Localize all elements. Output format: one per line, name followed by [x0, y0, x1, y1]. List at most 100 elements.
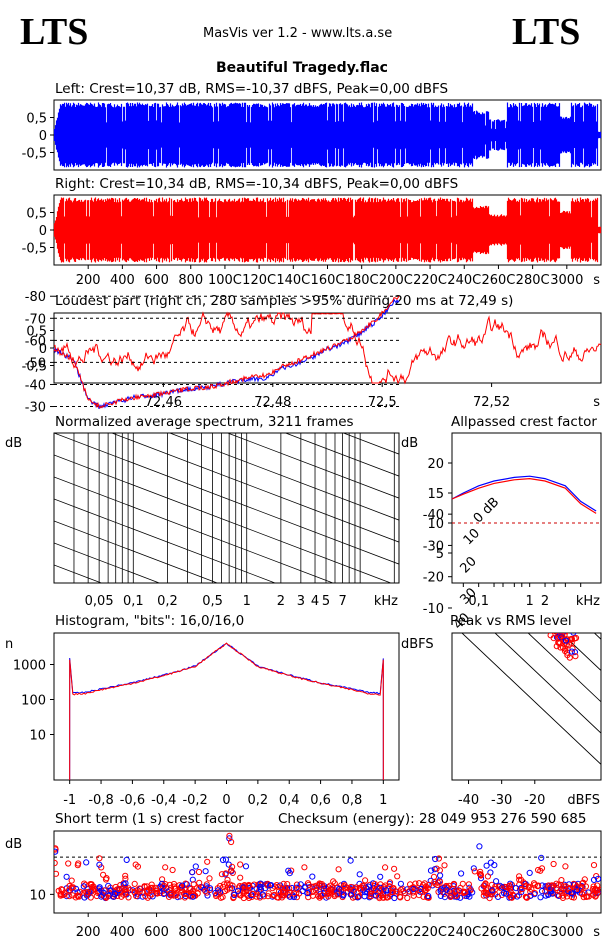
- peak-rms-point-right: [535, 594, 540, 599]
- short-term-point-right: [525, 883, 532, 890]
- short-term-point-left: [595, 875, 601, 882]
- loudest-xtick-label: 72,52: [473, 395, 510, 410]
- peak-rms-point-left: [544, 617, 549, 622]
- peak-rms-point-right: [493, 566, 498, 571]
- short-term-point-left: [219, 856, 227, 864]
- short-term-point-right: [260, 893, 267, 900]
- peak-rms-point-right: [484, 580, 489, 585]
- peak-rms-point-left: [495, 589, 500, 594]
- peak-rms-point-right: [532, 609, 537, 614]
- peak-rms-point-right: [538, 622, 543, 627]
- short-term-point-right: [443, 883, 450, 890]
- peak-rms-point-left: [538, 624, 543, 629]
- right-channel-plot-ytick-label: 0: [39, 224, 47, 239]
- short-term-point-right: [382, 864, 389, 871]
- peak-rms-diagonal: [494, 633, 601, 734]
- peak-rms-point-right: [555, 625, 560, 630]
- short-term-point-right: [507, 885, 514, 892]
- histogram-series-left: [69, 642, 384, 781]
- peak-rms-point-left: [559, 623, 564, 628]
- peak-rms-point-left: [516, 600, 521, 605]
- peak-rms-point-right: [511, 594, 516, 599]
- short-term-point-right: [486, 895, 493, 902]
- peak-rms-point-left: [478, 576, 483, 581]
- peak-rms-point-left: [562, 637, 570, 644]
- right-channel-plot-xtick-label: 260C: [481, 273, 515, 288]
- histogram-xtick-label: 0,6: [310, 793, 331, 808]
- peak-rms-point-left: [483, 575, 488, 580]
- short-term-point-right: [590, 888, 597, 895]
- short-term-point-right: [196, 879, 203, 886]
- short-term-point-right: [559, 889, 566, 896]
- short-term-point-left: [206, 885, 214, 892]
- short-term-point-right: [537, 867, 544, 874]
- short-term-xtick-label: 140C: [276, 925, 310, 940]
- spectrum-xtick-label: 5: [322, 594, 330, 609]
- short-term-point-left: [267, 882, 274, 889]
- peak-rms-diagonal-label: 40: [451, 610, 473, 632]
- crest-ylabel: dB: [401, 436, 418, 451]
- peak-rms-point-right: [507, 597, 512, 602]
- short-term-point-right: [229, 863, 236, 871]
- short-term-point-left: [234, 887, 242, 894]
- peak-rms-point-right: [556, 616, 561, 621]
- short-term-point-left: [391, 894, 398, 902]
- peak-rms-point-left: [510, 606, 515, 611]
- short-term-points: [54, 832, 601, 902]
- peak-rms-point-right: [554, 625, 559, 630]
- short-term-point-right: [335, 866, 342, 873]
- loudest-xtick-label: 72,48: [254, 395, 291, 410]
- short-term-point-right: [68, 884, 76, 891]
- short-term-point-right: [122, 872, 129, 879]
- peak-rms-point-right: [483, 562, 488, 567]
- short-term-point-right: [237, 861, 244, 868]
- short-term-point-right: [590, 862, 598, 869]
- peak-rms-point-right: [513, 586, 518, 591]
- short-term-point-right: [54, 845, 59, 852]
- spectrum-slope-line: [54, 476, 335, 583]
- short-term-point-right: [527, 888, 534, 896]
- short-term-point-left: [476, 843, 483, 850]
- short-term-point-left: [565, 888, 572, 895]
- short-term-point-left: [443, 886, 450, 893]
- peak-rms-diagonal-label: 20: [457, 554, 479, 576]
- spectrum-ytick-label: -30: [25, 401, 46, 416]
- left-channel-plot-ytick-label: -0,5: [22, 147, 47, 162]
- short-term-point-right: [68, 877, 75, 884]
- spectrum-slope-line: [54, 301, 399, 432]
- short-term-point-right: [523, 894, 530, 901]
- short-term-point-right: [224, 876, 231, 883]
- spectrum-xtick-label: 0,05: [85, 594, 114, 609]
- right-channel-plot-waveform: [53, 197, 602, 263]
- short-term-point-right: [340, 883, 347, 890]
- short-term-point-right: [206, 875, 213, 882]
- histogram-ytick-label: 10: [29, 729, 46, 744]
- peak-rms-point-right: [502, 589, 507, 594]
- short-term-point-left: [512, 885, 520, 892]
- short-term-point-left: [477, 875, 485, 882]
- peak-rms-diagonal: [527, 633, 601, 703]
- short-term-point-left: [286, 870, 293, 877]
- peak-rms-point-right: [543, 612, 548, 617]
- peak-rms-point-left: [481, 568, 486, 573]
- short-term-point-right: [245, 882, 252, 889]
- histogram-frame: [53, 632, 400, 781]
- short-term-point-right: [582, 883, 590, 890]
- peak-rms-point-right: [503, 592, 508, 597]
- peak-rms-point-right: [504, 597, 509, 602]
- peak-rms-point-right: [520, 601, 525, 606]
- peak-rms-point-right: [537, 611, 542, 616]
- peak-rms-point-right: [560, 637, 567, 644]
- short-term-point-right: [410, 892, 417, 899]
- peak-rms-point-right: [485, 584, 490, 589]
- peak-rms-point-right: [493, 575, 498, 580]
- spectrum-slope-lines: [54, 301, 399, 583]
- peak-rms-point-left: [545, 614, 550, 619]
- short-term-point-left: [257, 886, 265, 893]
- short-term-point-right: [87, 881, 94, 888]
- peak-rms-point-right: [534, 599, 539, 604]
- crest-series-right: [451, 477, 597, 514]
- short-term-point-right: [276, 888, 283, 895]
- histogram-xtick-label: 0: [222, 793, 230, 808]
- short-term-point-left: [356, 871, 363, 878]
